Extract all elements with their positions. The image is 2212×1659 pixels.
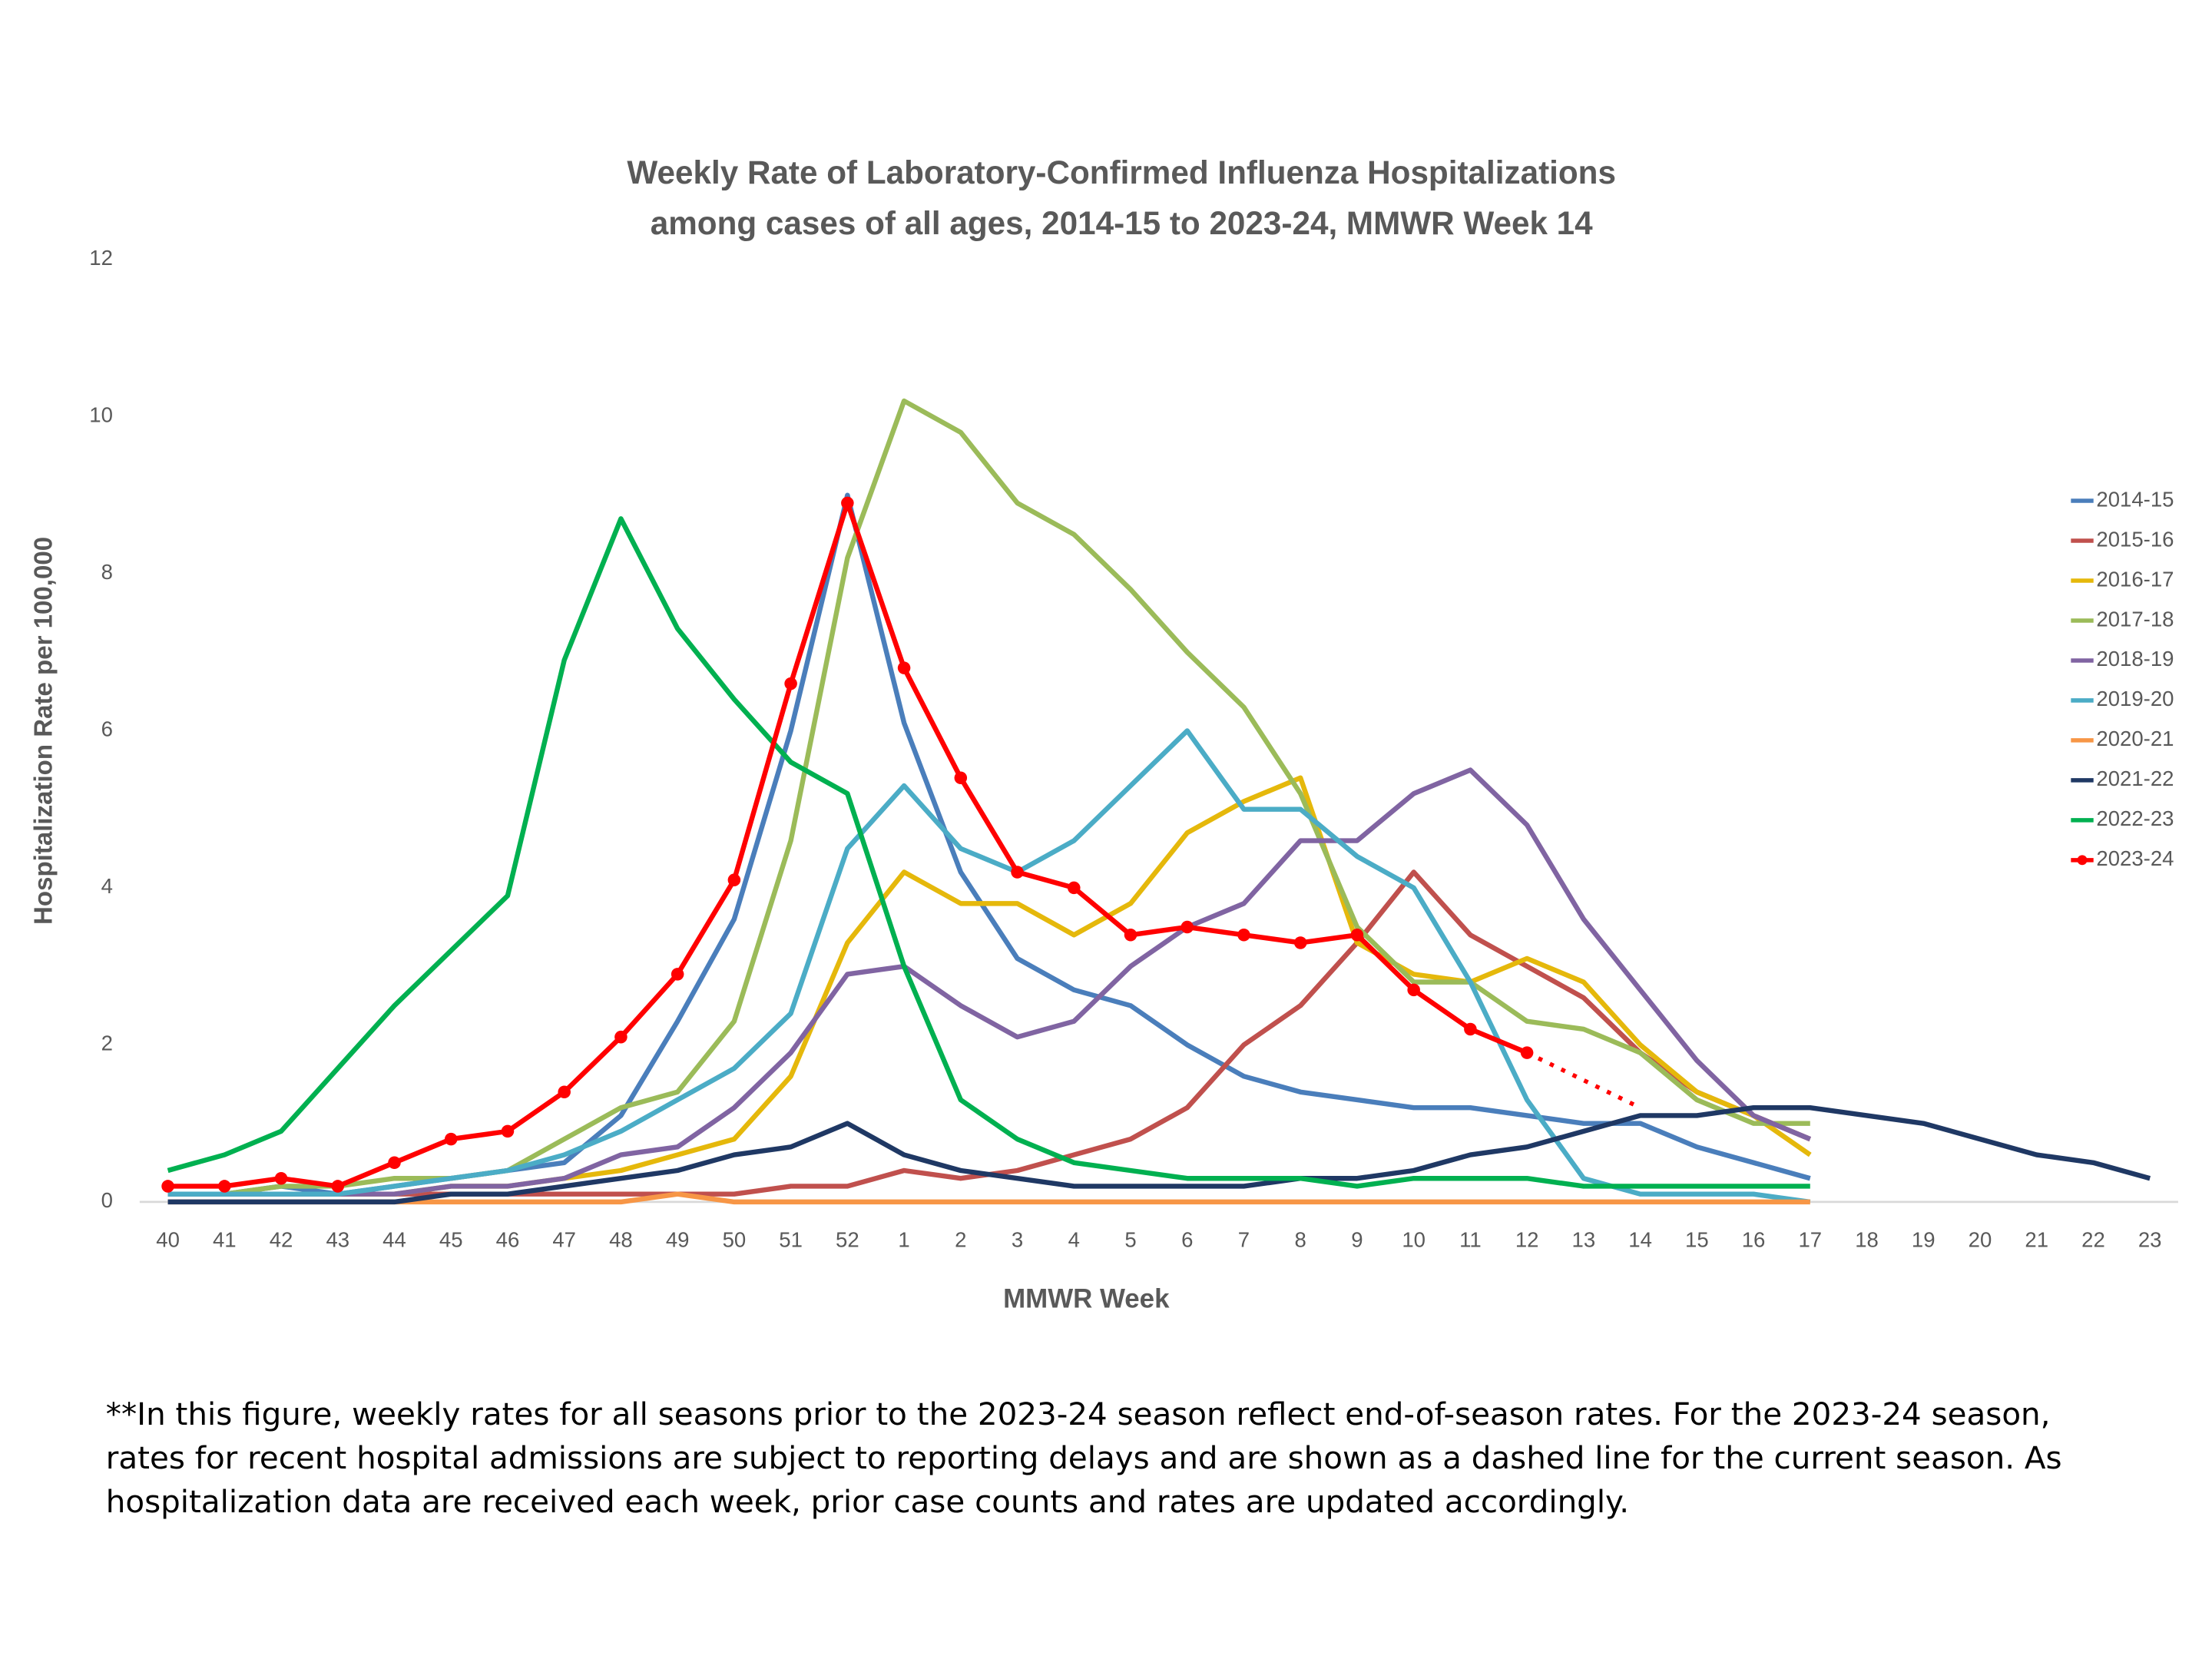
x-tick-label: 22 (2081, 1228, 2105, 1252)
series-marker (954, 771, 968, 785)
series-marker (784, 677, 797, 690)
legend-label: 2015-16 (2096, 527, 2174, 551)
series-line (167, 767, 1812, 1197)
x-tick-label: 43 (326, 1228, 349, 1252)
x-tick-label: 23 (2138, 1228, 2162, 1252)
x-tick-label: 18 (1855, 1228, 1879, 1252)
legend-label: 2014-15 (2096, 487, 2174, 511)
legend-label: 2018-19 (2096, 647, 2174, 671)
legend-label: 2020-21 (2096, 727, 2174, 750)
legend-label: 2022-23 (2096, 806, 2174, 830)
x-tick-label: 51 (779, 1228, 803, 1252)
x-tick-label: 41 (213, 1228, 237, 1252)
legend-label: 2021-22 (2096, 767, 2174, 790)
x-tick-label: 46 (496, 1228, 520, 1252)
series-line-dashed (1525, 1051, 1641, 1110)
x-tick-label: 14 (1628, 1228, 1652, 1252)
x-tick-label: 20 (1969, 1228, 1992, 1252)
x-tick-label: 49 (666, 1228, 690, 1252)
x-tick-label: 47 (552, 1228, 576, 1252)
x-tick-label: 13 (1572, 1228, 1596, 1252)
x-tick-label: 15 (1685, 1228, 1709, 1252)
x-tick-label: 42 (270, 1228, 293, 1252)
footnote-box: **In this figure, weekly rates for all s… (105, 1398, 2062, 1521)
footnote: **In this figure, weekly rates for all s… (105, 1398, 2062, 1521)
series-marker (1124, 929, 1137, 942)
legend-label: 2016-17 (2096, 567, 2174, 591)
legend-label: 2019-20 (2096, 687, 2174, 710)
x-tick-label: 2 (955, 1228, 966, 1252)
x-tick-label: 16 (1742, 1228, 1766, 1252)
x-tick-label: 1 (898, 1228, 909, 1252)
series-marker (1293, 936, 1307, 949)
legend-label: 2023-24 (2096, 846, 2174, 870)
x-tick-label: 11 (1459, 1228, 1482, 1252)
chart-title: among cases of all ages, 2014-15 to 2023… (651, 205, 1593, 241)
series-marker (1011, 866, 1024, 879)
chart-title: Weekly Rate of Laboratory-Confirmed Infl… (627, 154, 1616, 190)
x-tick-label: 5 (1124, 1228, 1136, 1252)
series-marker (841, 496, 854, 510)
x-tick-label: 4 (1068, 1228, 1080, 1252)
series-marker (331, 1180, 345, 1193)
series-marker (1350, 929, 1364, 942)
y-tick-label: 4 (101, 874, 113, 898)
x-tick-label: 19 (1912, 1228, 1936, 1252)
series-marker (614, 1030, 628, 1044)
x-tick-label: 52 (836, 1228, 859, 1252)
x-tick-label: 12 (1515, 1228, 1539, 1252)
series-marker (1237, 929, 1250, 942)
x-tick-label: 48 (609, 1228, 633, 1252)
series-marker (558, 1085, 571, 1099)
legend-marker (2077, 855, 2088, 866)
y-tick-label: 0 (101, 1188, 113, 1212)
series-line (167, 728, 1811, 1205)
x-axis-label: MMWR Week (1003, 1284, 1170, 1314)
x-tick-label: 10 (1402, 1228, 1426, 1252)
x-tick-label: 45 (439, 1228, 463, 1252)
series-marker (727, 873, 741, 886)
series-line (167, 1104, 2151, 1205)
y-axis-label: Hospitalization Rate per 100,000 (30, 537, 58, 925)
series-marker (388, 1156, 401, 1170)
y-tick-label: 6 (101, 717, 113, 741)
x-tick-label: 40 (156, 1228, 180, 1252)
y-tick-label: 12 (89, 246, 113, 270)
x-tick-label: 17 (1798, 1228, 1822, 1252)
series-marker (274, 1171, 288, 1185)
x-tick-label: 50 (723, 1228, 747, 1252)
series-marker (1068, 881, 1081, 895)
x-tick-label: 7 (1238, 1228, 1250, 1252)
series-marker (1181, 920, 1194, 934)
x-tick-label: 44 (382, 1228, 406, 1252)
x-tick-label: 3 (1012, 1228, 1023, 1252)
x-tick-label: 9 (1351, 1228, 1363, 1252)
legend-label: 2017-18 (2096, 607, 2174, 631)
series-marker (161, 1180, 174, 1193)
series-marker (897, 661, 911, 674)
x-tick-label: 8 (1295, 1228, 1306, 1252)
y-tick-label: 10 (89, 403, 113, 427)
x-tick-label: 6 (1181, 1228, 1193, 1252)
series-line (167, 1191, 1810, 1205)
series-marker (501, 1124, 515, 1138)
series-marker (218, 1180, 231, 1193)
series-marker (1520, 1046, 1534, 1059)
y-tick-label: 2 (101, 1031, 113, 1055)
series-marker (1407, 983, 1420, 997)
y-tick-label: 8 (101, 560, 113, 584)
x-tick-label: 21 (2025, 1228, 2048, 1252)
series-marker (1464, 1022, 1477, 1036)
series-line (167, 516, 1810, 1189)
series-marker (444, 1132, 458, 1146)
series-marker (671, 968, 684, 981)
